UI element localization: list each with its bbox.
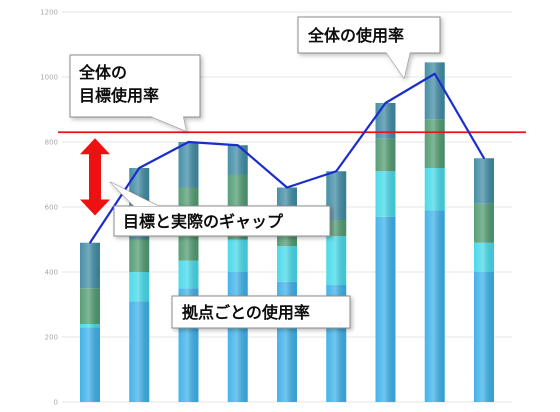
callout-bars-box (171, 295, 351, 329)
line-point (138, 167, 141, 169)
line-point (89, 241, 91, 244)
line-point (236, 144, 239, 147)
bar-sheen (474, 158, 494, 402)
bar-sheen (80, 242, 100, 402)
y-tick-label: 400 (45, 269, 58, 277)
callout-gap-text: 目標と実際のギャップ (123, 212, 284, 231)
gap-arrow (80, 138, 110, 216)
callout-overall: 全体の使用率 (297, 16, 441, 80)
callout-gap-pointer-fill (110, 182, 158, 206)
bar-sheen (277, 187, 297, 402)
bar-sheen (326, 171, 347, 402)
callout-target-text: 目標使用率 (79, 86, 159, 105)
y-axis-ticks: 0 200 400 600 800 1000 1200 (40, 9, 58, 407)
y-tick-label: 600 (45, 204, 58, 212)
line-point (335, 170, 338, 173)
gap-arrow-group (80, 138, 110, 216)
y-tick-label: 1200 (40, 9, 58, 17)
bar-sheen (424, 62, 445, 402)
bar-sheen (178, 142, 199, 402)
line-point (187, 141, 190, 143)
callout-gap: 目標と実際のギャップ (109, 181, 331, 237)
callout-bars-text: 拠点ごとの使用率 (182, 303, 310, 322)
callout-target-box (69, 54, 201, 118)
callout-overall-box (297, 16, 441, 54)
callout-overall-text: 全体の使用率 (307, 26, 404, 45)
y-tick-label: 0 (54, 399, 58, 407)
callout-target-text: 全体の (78, 63, 127, 82)
line-point (433, 72, 436, 75)
line-point (483, 157, 485, 160)
callout-gap-box (113, 205, 331, 237)
callout-overall-pointer-fill (386, 52, 410, 78)
y-tick-label: 800 (45, 139, 58, 147)
y-tick-label: 200 (45, 334, 58, 342)
bar-sheen (227, 145, 248, 402)
line-point (384, 102, 387, 104)
y-tick-label: 1000 (40, 74, 58, 82)
overall-usage-line-group (89, 72, 485, 244)
callout-target-pointer-fill (150, 116, 186, 131)
line-point (286, 186, 288, 189)
callout-bars: 拠点ごとの使用率 (171, 295, 351, 329)
bar-sheen (375, 103, 396, 402)
